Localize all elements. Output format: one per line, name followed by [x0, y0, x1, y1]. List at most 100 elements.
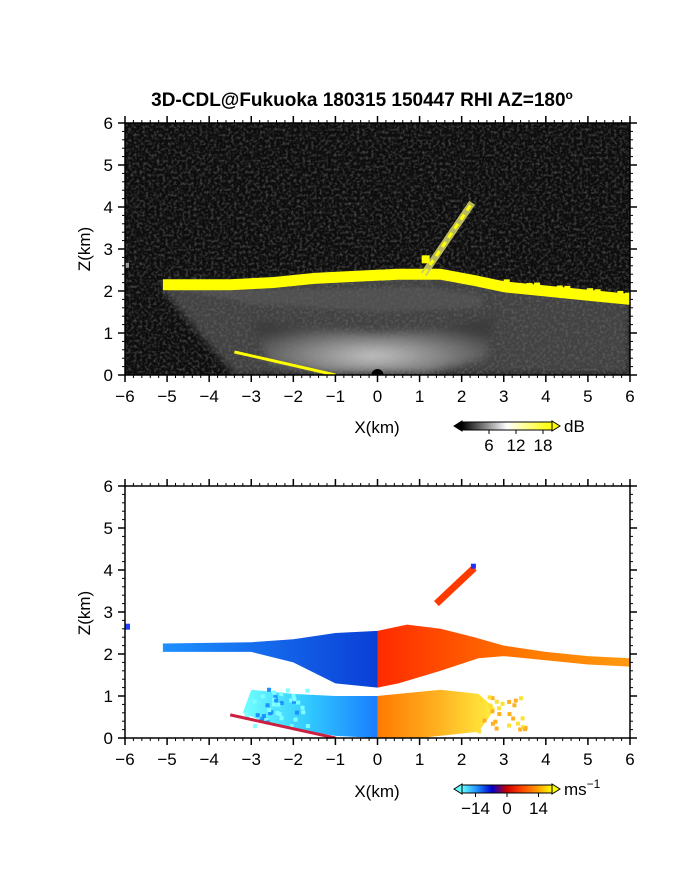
top-yellow-speckle [526, 283, 532, 290]
bottom-speckle [279, 692, 283, 696]
top-x-tick-label: 6 [625, 387, 634, 406]
bottom-speckle [295, 711, 299, 715]
top-colorbar-low-arrow [454, 421, 462, 431]
bottom-speckle [244, 712, 248, 716]
bottom-colorbar: −14 0 14ms−1 [454, 777, 601, 818]
bottom-speckle [301, 710, 305, 714]
top-yellow-speckle [504, 279, 510, 286]
bottom-speckle [272, 702, 276, 706]
top-y-tick-label: 0 [104, 366, 113, 385]
top-y-tick-label: 1 [104, 324, 113, 343]
bottom-speckle [267, 688, 271, 692]
bottom-speckle [519, 696, 523, 700]
top-x-tick-label: −4 [199, 387, 218, 406]
bottom-speckle [296, 701, 300, 705]
top-x-tick-label: −3 [242, 387, 261, 406]
bottom-speckle [501, 702, 505, 706]
top-x-tick-label: 2 [457, 387, 466, 406]
bottom-speckle [495, 727, 499, 731]
bottom-speckle [292, 697, 296, 701]
bottom-x-tick-label: 1 [415, 750, 424, 769]
bottom-speckle [495, 700, 499, 704]
bottom-speckle [483, 718, 487, 722]
top-x-tick-label: −6 [115, 387, 134, 406]
bottom-speckle [491, 722, 495, 726]
bottom-speckle [490, 709, 494, 713]
bottom-colorbar-tick-label: 14 [529, 799, 548, 818]
bottom-speckle [507, 724, 511, 728]
bottom-x-tick-label: −5 [157, 750, 176, 769]
bottom-x-tick-label: 5 [583, 750, 592, 769]
bottom-speckle [266, 703, 270, 707]
top-yellow-speckle [557, 286, 563, 293]
bottom-y-tick-label: 2 [104, 645, 113, 664]
top-yellow-speckle [511, 283, 517, 290]
bottom-x-tick-label: −2 [284, 750, 303, 769]
bottom-y-tick-label: 3 [104, 603, 113, 622]
top-x-tick-label: −5 [157, 387, 176, 406]
top-x-axis-label: X(km) [354, 418, 399, 437]
top-yellow-speckle [534, 283, 540, 290]
top-x-tick-label: 0 [373, 387, 382, 406]
top-yellow-speckle [564, 286, 570, 293]
top-colorbar-tick-label: 18 [534, 436, 553, 455]
top-colorbar-body [462, 422, 552, 430]
bottom-speckle [521, 716, 525, 720]
top-x-tick-label: −1 [326, 387, 345, 406]
top-x-tick-label: 4 [541, 387, 550, 406]
bottom-y-tick-label: 5 [104, 519, 113, 538]
panel-bottom-velocity: −6 −5 −4 −3 −2 −1 0 1 2 3 4 5 6 0 1 2 3 4 5 6 X(km) Z(km) −… [75, 477, 637, 818]
bottom-speckle [280, 716, 284, 720]
bottom-speckle [274, 699, 278, 703]
bottom-speckle [253, 699, 257, 703]
bottom-speckle [514, 699, 518, 703]
bottom-x-tick-label: −3 [242, 750, 261, 769]
top-y-tick-label: 3 [104, 240, 113, 259]
top-yellow-speckle [549, 288, 555, 295]
bottom-plume-tip [471, 564, 476, 569]
bottom-speckle [301, 706, 305, 710]
bottom-speckle [512, 703, 516, 707]
top-y-tick-label: 2 [104, 282, 113, 301]
bottom-colorbar-tick-label: 0 [502, 799, 511, 818]
bottom-speckle [488, 703, 492, 707]
top-colorbar: 6 12 18 dB [454, 417, 585, 455]
top-yellow-speckle [610, 294, 616, 301]
bottom-y-tick-label: 1 [104, 687, 113, 706]
bottom-x-tick-label: 6 [625, 750, 634, 769]
figure-title: 3D-CDL@Fukuoka 180315 150447 RHI AZ=180o [151, 88, 573, 111]
top-yellow-speckle [602, 294, 608, 301]
bottom-speckle [292, 694, 296, 698]
bottom-speckle [305, 689, 309, 693]
bottom-colorbar-low-arrow [454, 784, 462, 794]
bottom-y-axis-label: Z(km) [75, 591, 94, 635]
top-colorbar-high-arrow [552, 421, 560, 431]
top-yellow-speckle [542, 287, 548, 294]
bottom-speckle [253, 724, 257, 728]
bottom-y-tick-label: 4 [104, 561, 113, 580]
top-plume-blob [422, 255, 430, 263]
top-x-tick-label: 5 [583, 387, 592, 406]
bottom-x-tick-label: 3 [499, 750, 508, 769]
top-colorbar-tick-label: 12 [507, 436, 526, 455]
top-y-tick-label: 6 [104, 114, 113, 133]
bottom-y-tick-label: 6 [104, 477, 113, 496]
panel-top-backscatter: −6 −5 −4 −3 −2 −1 0 1 2 3 4 5 60123456 X(km) Z(km) 6… [75, 114, 637, 455]
bottom-speckle [276, 703, 280, 707]
bottom-speckle [477, 729, 481, 733]
top-colorbar-unit: dB [564, 417, 585, 436]
bottom-x-tick-label: −1 [326, 750, 345, 769]
bottom-speckle [275, 711, 279, 715]
bottom-speckle [479, 700, 483, 704]
top-y-tick-label: 5 [104, 156, 113, 175]
bottom-colorbar-body [462, 785, 552, 793]
bottom-y-tick-label: 0 [104, 729, 113, 748]
bottom-speckle [497, 712, 501, 716]
bottom-x-tick-label: 2 [457, 750, 466, 769]
top-y-tick-label: 4 [104, 198, 113, 217]
bottom-x-tick-label: −6 [115, 750, 134, 769]
top-y-axis-label: Z(km) [75, 227, 94, 271]
bottom-speckle [306, 724, 310, 728]
bottom-colorbar-tick-label: −14 [461, 799, 490, 818]
